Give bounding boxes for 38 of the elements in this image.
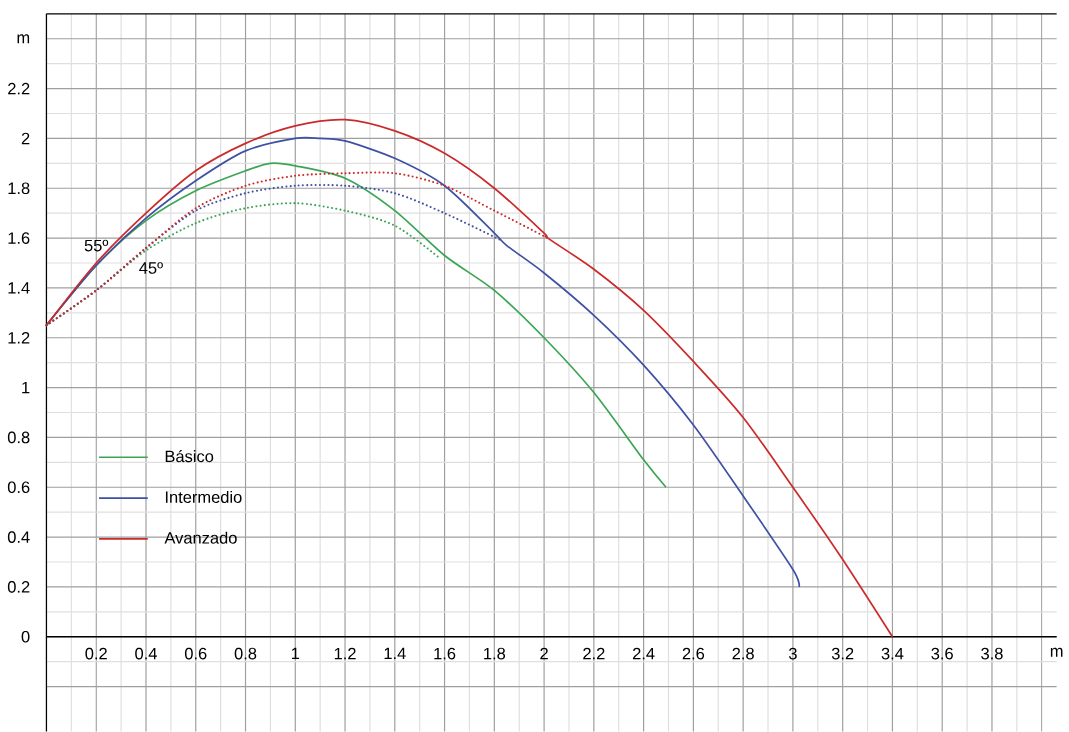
x-axis-title: m: [1050, 647, 1063, 657]
y-tick-label: 1.4: [8, 282, 30, 294]
y-tick-label: 1.8: [8, 182, 30, 195]
x-tick-label: 1.8: [484, 647, 506, 660]
legend-label: Avanzado: [164, 531, 237, 544]
x-tick-label: 3: [788, 647, 797, 660]
x-tick-label: 0.8: [234, 647, 257, 660]
annotation: 45º: [139, 262, 163, 274]
y-tick-label: 1.6: [8, 232, 30, 244]
legend-label: Básico: [165, 449, 214, 463]
annotation: 55º: [84, 239, 109, 252]
y-tick-label: 0: [21, 630, 30, 643]
y-axis-title: m: [17, 34, 30, 44]
y-tick-label: 1: [22, 381, 30, 394]
x-tick-label: 1.6: [434, 647, 456, 660]
y-tick-label: 2.2: [8, 82, 30, 95]
x-tick-label: 2.8: [732, 647, 754, 660]
x-tick-label: 0.2: [85, 647, 107, 660]
x-tick-label: 2.2: [583, 647, 605, 660]
y-tick-label: 2: [21, 132, 30, 145]
x-tick-label: 1: [291, 647, 300, 660]
x-tick-label: 2: [540, 647, 548, 660]
x-tick-label: 2.6: [682, 647, 705, 660]
x-tick-label: 3.8: [981, 647, 1003, 660]
legend-label: Intermedio: [165, 490, 242, 503]
y-tick-label: 0.4: [7, 531, 30, 543]
x-tick-label: 3.6: [931, 647, 953, 660]
y-tick-label: 0.2: [7, 581, 30, 593]
x-tick-label: 1.4: [384, 647, 406, 660]
y-tick-label: 0.6: [7, 481, 30, 494]
x-tick-label: 0.4: [135, 647, 157, 660]
y-tick-label: 0.8: [7, 431, 30, 444]
y-tick-label: 1.2: [8, 331, 30, 344]
x-tick-label: 3.2: [831, 647, 854, 660]
x-tick-label: 0.6: [184, 647, 207, 660]
x-tick-label: 2.4: [633, 647, 655, 660]
x-tick-label: 1.2: [334, 647, 356, 660]
x-tick-label: 3.4: [881, 647, 904, 660]
